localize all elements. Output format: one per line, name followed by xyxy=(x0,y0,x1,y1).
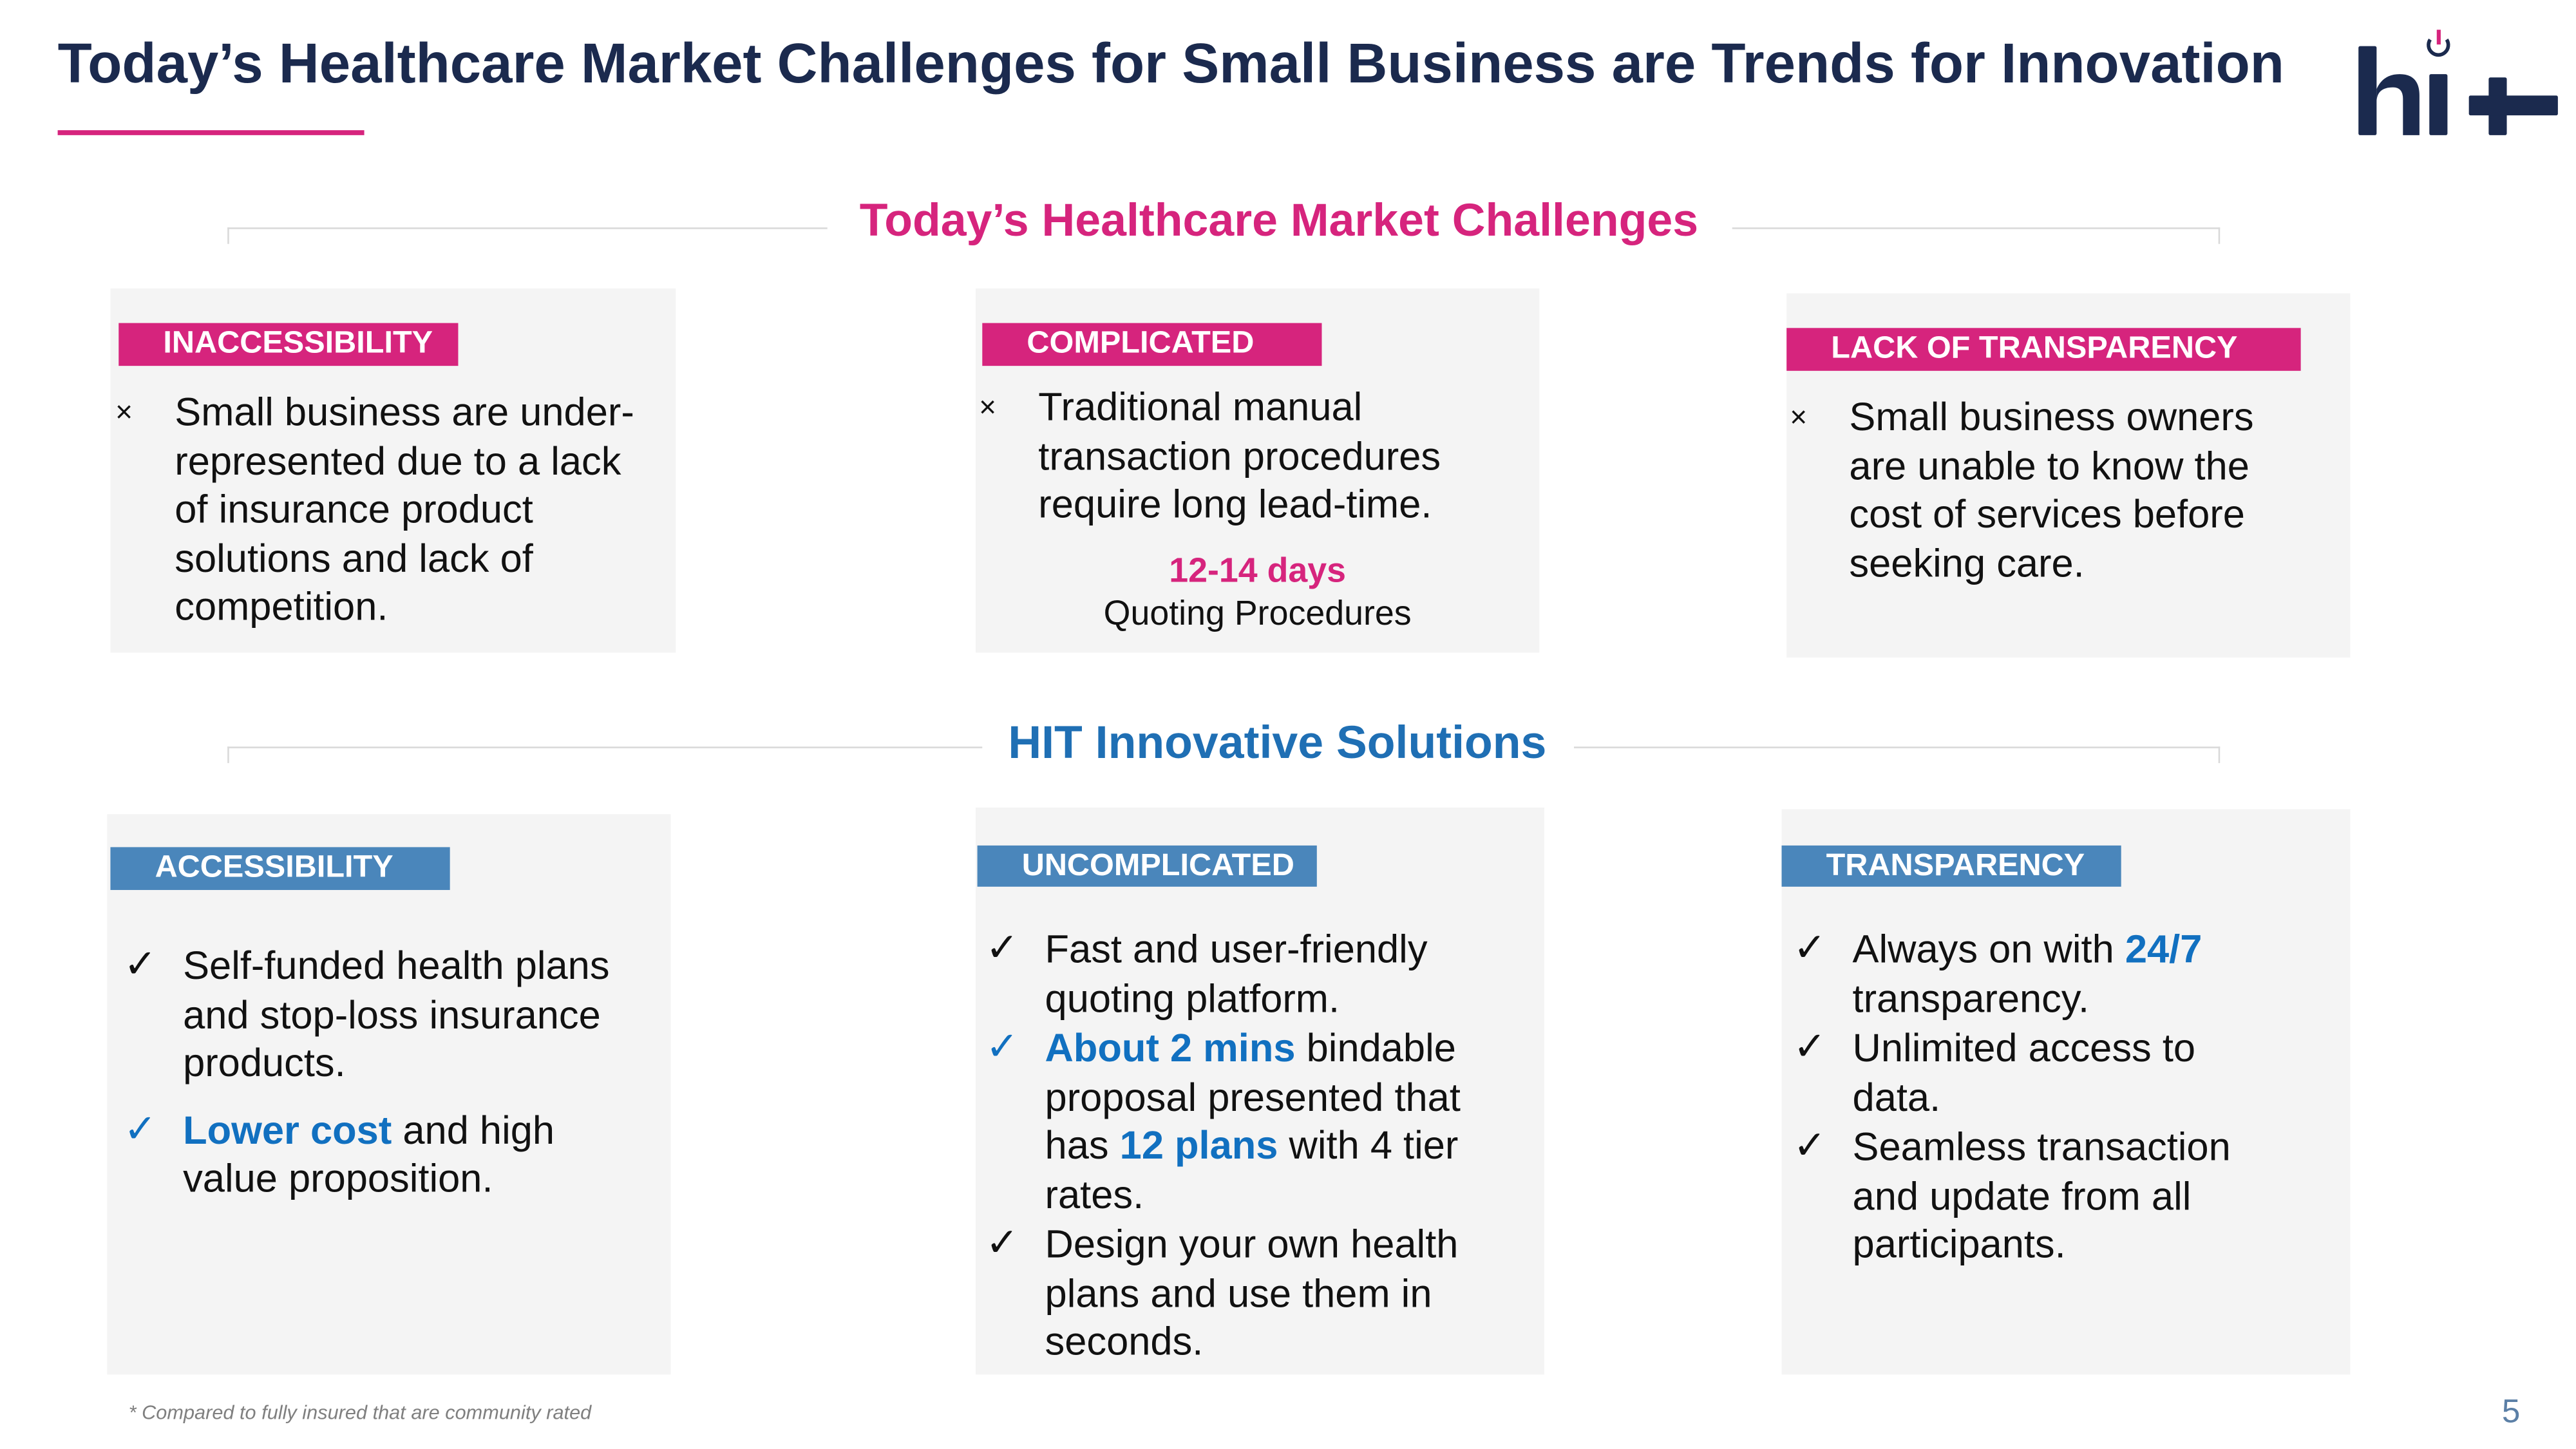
check-icon: ✓ xyxy=(123,1104,157,1151)
card-uncomplicated: UNCOMPLICATED ✓ Fast and user-friendly qu… xyxy=(976,808,1544,1375)
divider-line xyxy=(227,746,983,748)
bullet-text: Traditional manual transaction procedure… xyxy=(1038,385,1441,527)
check-icon: ✓ xyxy=(985,1219,1019,1266)
divider-line xyxy=(1574,746,2221,748)
bullet-text: Small business owners are unable to know… xyxy=(1849,395,2254,586)
bullet-text: bindable proposal presented that has xyxy=(1045,1027,1461,1169)
divider-tick xyxy=(227,746,229,763)
divider-tick xyxy=(2218,746,2221,763)
footnote: * Compared to fully insured that are com… xyxy=(128,1401,592,1425)
card-label: INACCESSIBILITY xyxy=(118,323,459,366)
card-lack-of-transparency: LACK OF TRANSPARENCY × Small business own… xyxy=(1786,293,2351,658)
hi-plus-logo xyxy=(2358,30,2558,135)
divider-tick xyxy=(227,227,229,244)
card-complicated: COMPLICATED × Traditional manual transact… xyxy=(976,288,1540,653)
cross-icon: × xyxy=(115,395,133,429)
check-icon: ✓ xyxy=(1793,924,1826,971)
bullet-text: Small business are under-represented due… xyxy=(175,390,634,630)
bullet-highlight: Lower cost xyxy=(183,1108,392,1153)
bullet-highlight: 12 plans xyxy=(1119,1124,1278,1169)
bullet-highlight: 24/7 xyxy=(2125,927,2202,972)
bullet-text: transparency. xyxy=(1852,976,2090,1021)
card-label: TRANSPARENCY xyxy=(1781,845,2121,887)
card-accessibility: ACCESSIBILITY ✓ Self-funded health plans … xyxy=(107,814,671,1375)
bullet-text: Self-funded health plans and stop-loss i… xyxy=(183,944,610,1086)
challenges-heading: Today’s Healthcare Market Challenges xyxy=(859,194,1699,246)
bullet-text: Design your own health plans and use the… xyxy=(1045,1222,1459,1365)
stat-value: 12-14 days xyxy=(1169,552,1347,591)
divider-tick xyxy=(2218,227,2221,244)
title-underline xyxy=(57,130,365,135)
bullet-text: Always on with xyxy=(1852,927,2125,972)
bullet-text: and high value proposition. xyxy=(183,1108,555,1202)
card-transparency: TRANSPARENCY ✓ Always on with 24/7 transp… xyxy=(1781,809,2351,1375)
bullet-text: Seamless transaction and update from all… xyxy=(1852,1125,2231,1268)
bullet-text: Fast and user-friendly quoting platform. xyxy=(1045,927,1428,1021)
stat-caption: Quoting Procedures xyxy=(1103,594,1412,633)
check-icon: ✓ xyxy=(1793,1122,1826,1169)
divider-line xyxy=(227,227,828,229)
card-label: ACCESSIBILITY xyxy=(110,847,450,890)
card-inaccessibility: INACCESSIBILITY × Small business are unde… xyxy=(110,288,676,653)
bullet-text: with 4 tier rates. xyxy=(1045,1124,1459,1217)
card-label: UNCOMPLICATED xyxy=(977,845,1317,887)
card-label: LACK OF TRANSPARENCY xyxy=(1786,328,2301,371)
bullet-text: Unlimited access to data. xyxy=(1852,1027,2196,1120)
cross-icon: × xyxy=(1790,400,1808,434)
check-icon: ✓ xyxy=(985,924,1019,971)
check-icon: ✓ xyxy=(1793,1023,1826,1070)
divider-line xyxy=(1732,227,2221,229)
page-number: 5 xyxy=(2501,1394,2521,1431)
bullet-highlight: About 2 mins xyxy=(1045,1027,1296,1072)
check-icon: ✓ xyxy=(123,941,157,987)
check-icon: ✓ xyxy=(985,1023,1019,1070)
slide-title: Today’s Healthcare Market Challenges for… xyxy=(57,33,2284,96)
cross-icon: × xyxy=(979,390,997,424)
card-label: COMPLICATED xyxy=(982,323,1322,366)
solutions-heading: HIT Innovative Solutions xyxy=(1008,717,1547,768)
